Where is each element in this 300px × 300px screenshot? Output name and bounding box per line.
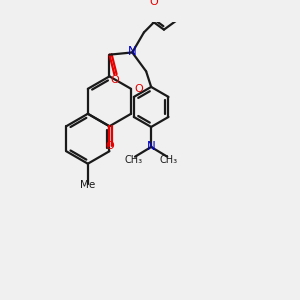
Text: O: O [110, 75, 119, 85]
Text: O: O [135, 84, 143, 94]
Text: N: N [147, 140, 155, 153]
Text: CH₃: CH₃ [124, 155, 143, 165]
Text: CH₃: CH₃ [160, 155, 178, 165]
Text: Me: Me [80, 180, 95, 190]
Text: O: O [105, 141, 114, 151]
Text: N: N [128, 45, 136, 58]
Text: O: O [150, 0, 158, 7]
